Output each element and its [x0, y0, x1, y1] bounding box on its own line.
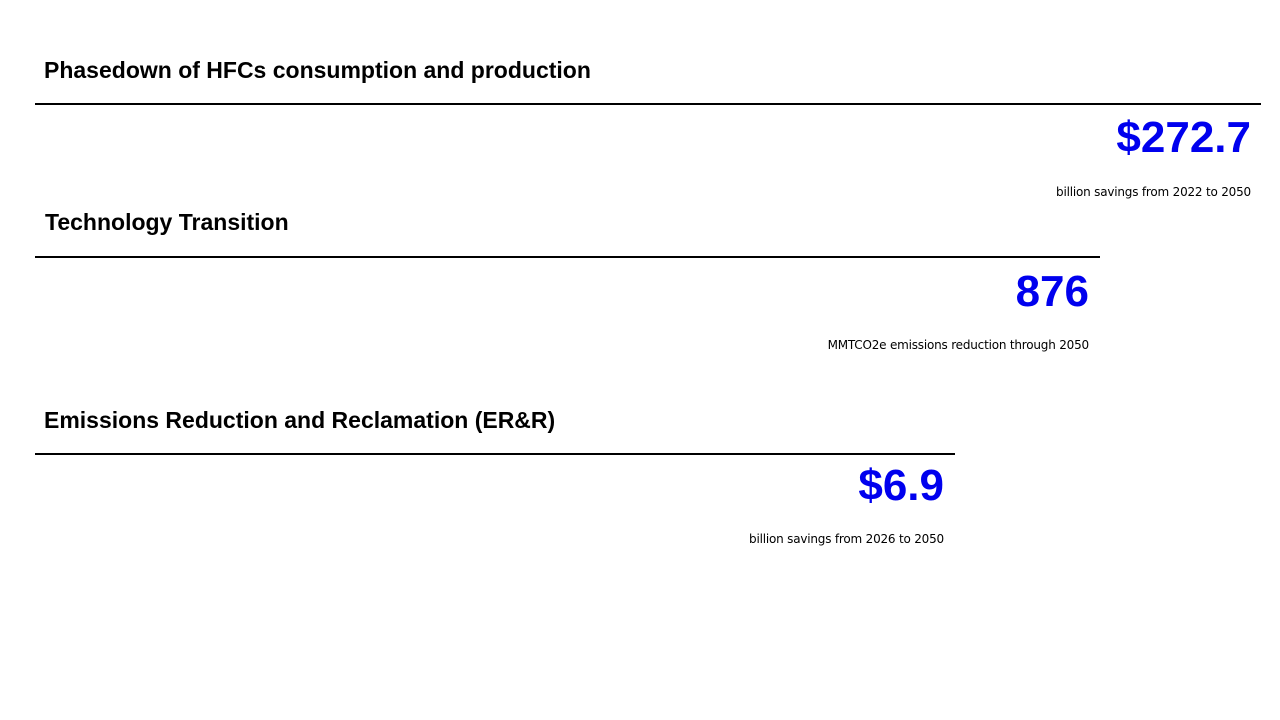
section-title-hfc-phasedown: Phasedown of HFCs consumption and produc… [44, 57, 591, 83]
section-title-technology-transition: Technology Transition [45, 209, 289, 235]
savings-caption-err: billion savings from 2026 to 2050 [749, 532, 944, 546]
savings-value-err: $6.9 [858, 461, 944, 510]
savings-value-hfc-phasedown: $272.7 [1116, 113, 1251, 162]
emissions-value-technology-transition: 876 [1015, 267, 1089, 316]
emissions-caption-technology-transition: MMTCO2e emissions reduction through 2050 [827, 338, 1090, 352]
savings-caption-hfc-phasedown: billion savings from 2022 to 2050 [1056, 185, 1251, 199]
section-title-err: Emissions Reduction and Reclamation (ER&… [44, 407, 556, 433]
section-divider-hfc-phasedown [35, 103, 1261, 105]
section-divider-technology-transition [35, 256, 1100, 258]
section-divider-err [35, 453, 955, 455]
